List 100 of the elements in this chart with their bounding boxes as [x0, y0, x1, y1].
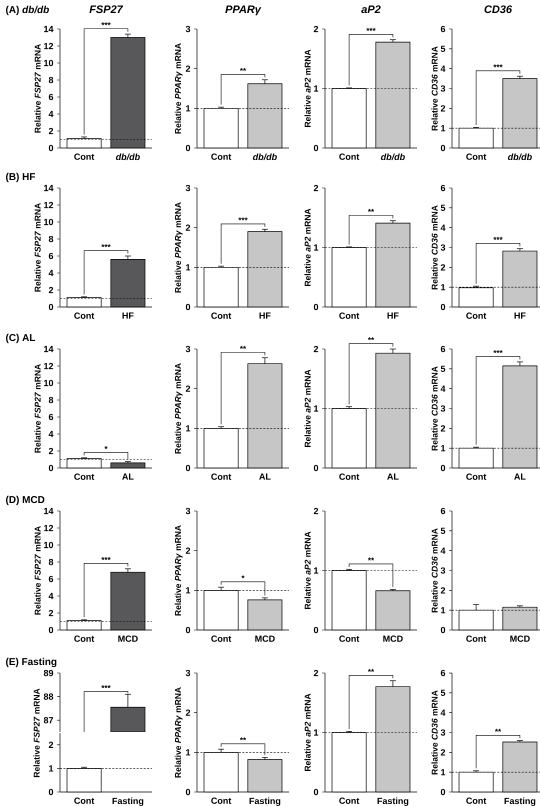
chart-title: FSP27: [89, 5, 124, 14]
y-tick-label: 3: [440, 567, 446, 574]
y-tick-label: 6: [48, 414, 54, 420]
y-tick-label: 6: [440, 26, 446, 32]
y-tick-label: 0: [48, 464, 54, 472]
y-tick-label: 0: [186, 144, 190, 152]
y-tick-label: 1: [314, 244, 318, 251]
x-tick-label: Cont: [74, 474, 94, 480]
chart-subtitle: (E) Fasting: [6, 658, 56, 668]
y-tick-label: 1: [314, 729, 318, 736]
x-tick-label: Cont: [211, 474, 232, 480]
y-tick-label: 1: [314, 405, 318, 412]
y-axis-title: Relative FSP27 mRNA: [34, 44, 41, 133]
y-axis-title: Relative aP2 mRNA: [304, 370, 311, 448]
y-axis-title: Relative PPARγ mRNA: [174, 687, 183, 778]
x-tick-label: db/db: [252, 154, 277, 160]
x-tick-label: Cont: [339, 154, 360, 160]
chart-subtitle: (B) HF: [6, 172, 36, 182]
x-tick-label: HF: [514, 312, 526, 319]
y-tick-label: 0: [314, 464, 318, 472]
y-axis-title: Relative FSP27 mRNA: [34, 364, 41, 453]
y-tick-label: 2: [440, 749, 446, 756]
x-tick-label: Cont: [74, 798, 94, 804]
y-tick-label: 0: [440, 144, 446, 152]
y-tick-label: 1: [314, 85, 318, 92]
y-tick-label: 0: [314, 304, 318, 310]
y-tick-label: 3: [440, 85, 446, 92]
y-tick-label: 5: [440, 528, 446, 534]
y-tick-label: 1: [314, 567, 318, 574]
y-axis-title: Relative PPARγ mRNA: [174, 43, 183, 134]
x-tick-label: MCD: [383, 636, 403, 642]
x-tick-label: Cont: [211, 636, 232, 642]
chart-title: CD36: [484, 5, 512, 14]
y-tick-label: 1: [441, 125, 446, 132]
x-tick-label: Cont: [466, 154, 486, 160]
y-tick-label: 1: [49, 765, 54, 772]
y-tick-label: 8: [48, 236, 54, 242]
y-tick-label: 1: [441, 607, 446, 614]
y-tick-label: 6: [48, 252, 54, 260]
y-tick-label: 0: [186, 464, 190, 472]
y-tick-label: 6: [440, 184, 446, 192]
x-tick-label: Cont: [339, 798, 360, 804]
y-tick-label: 3: [186, 508, 190, 514]
y-axis-title: Relative aP2 mRNA: [304, 532, 311, 610]
chart-subtitle: (A) db/db: [6, 6, 49, 16]
y-axis-title: Relative FSP27 mRNA: [34, 203, 41, 292]
y-tick-label: 4: [440, 224, 446, 231]
y-tick-label: 3: [186, 670, 190, 676]
y-tick-label: 4: [48, 270, 54, 276]
x-tick-label: Cont: [74, 154, 94, 160]
y-axis-title: Relative FSP27 mRNA: [34, 526, 41, 615]
x-tick-label: Cont: [466, 636, 486, 642]
y-tick-label: 2: [440, 105, 446, 112]
y-tick-label: 10: [44, 542, 54, 548]
y-tick-label: 2: [48, 448, 54, 454]
y-axis-title: Relative PPARγ mRNA: [174, 363, 183, 454]
x-tick-label: Cont: [211, 312, 232, 319]
y-tick-label: 2: [48, 610, 54, 616]
y-tick-label: 2: [440, 264, 446, 270]
y-tick-label: 10: [44, 380, 54, 386]
y-tick-label: 1: [186, 425, 190, 432]
y-tick-label: 8: [48, 396, 54, 404]
x-tick-label: Cont: [74, 312, 94, 319]
y-tick-label: 88: [44, 693, 54, 700]
y-tick-label: 0: [440, 626, 446, 634]
x-tick-label: HF: [260, 312, 271, 319]
y-tick-label: 10: [44, 60, 54, 66]
x-tick-label: Cont: [339, 474, 360, 480]
y-tick-label: 14: [44, 508, 54, 514]
y-axis-title: Relative FSP27 mRNA: [33, 688, 40, 778]
y-axis-title: Relative aP2 mRNA: [304, 694, 311, 772]
y-tick-label: 0: [48, 626, 54, 634]
y-axis-title: Relative CD36 mRNA: [431, 528, 438, 612]
x-tick-label: db/db: [508, 154, 532, 160]
x-tick-label: Cont: [466, 798, 486, 804]
y-tick-label: 3: [186, 184, 190, 192]
y-tick-label: 14: [44, 184, 54, 192]
y-tick-label: 2: [48, 742, 54, 748]
y-tick-label: 2: [186, 710, 190, 716]
y-tick-label: 3: [440, 729, 446, 736]
x-tick-label: Cont: [466, 474, 486, 480]
y-tick-label: 6: [48, 576, 54, 582]
y-tick-label: 1: [441, 445, 446, 452]
x-tick-label: AL: [259, 474, 271, 480]
y-tick-label: 3: [186, 346, 190, 352]
y-tick-label: 8: [48, 558, 54, 566]
y-tick-label: 89: [44, 670, 54, 676]
y-tick-label: 0: [186, 788, 190, 796]
y-tick-label: 2: [186, 66, 190, 72]
y-tick-label: 2: [314, 346, 318, 352]
chart-subtitle: (D) MCD: [6, 496, 44, 506]
y-tick-label: 0: [314, 144, 318, 152]
y-tick-label: 5: [440, 690, 446, 696]
y-axis-title: Relative aP2 mRNA: [304, 208, 311, 286]
x-tick-label: Cont: [466, 312, 486, 319]
y-axis-title: Relative CD36 mRNA: [431, 205, 438, 290]
y-axis-title: Relative aP2 mRNA: [304, 50, 311, 128]
x-tick-label: Fasting: [112, 798, 144, 806]
y-tick-label: 1: [441, 284, 446, 290]
y-tick-label: 2: [314, 26, 318, 32]
